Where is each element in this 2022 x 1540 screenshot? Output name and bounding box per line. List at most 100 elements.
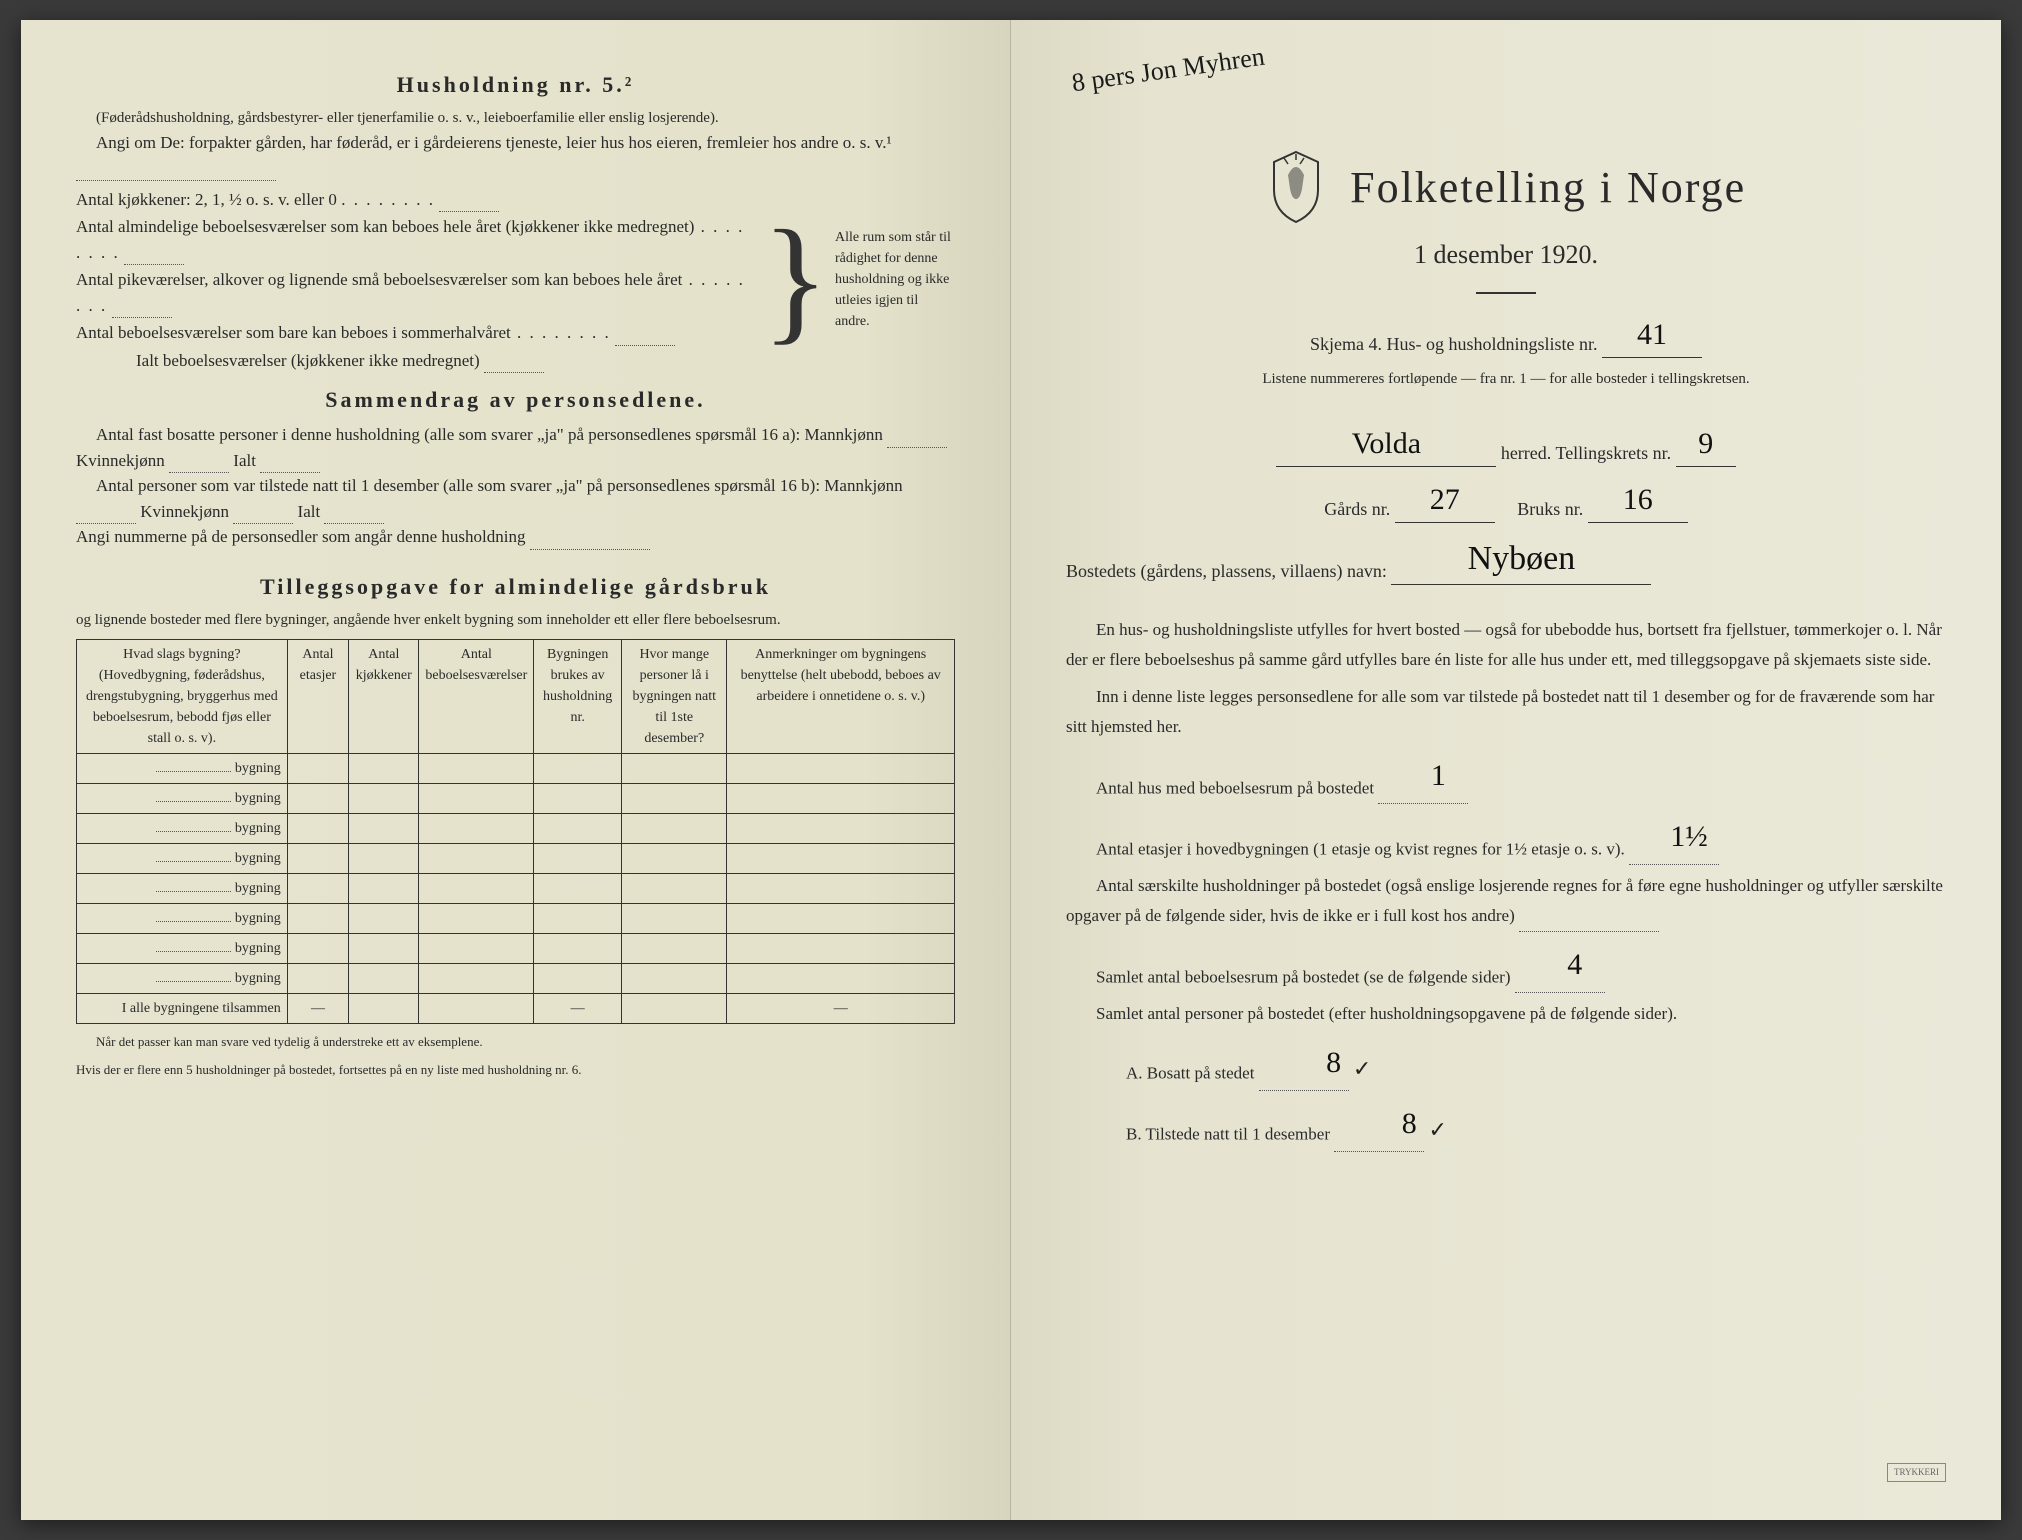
a-rum: 4: [1515, 938, 1605, 993]
q-hus: Antal hus med beboelsesrum på bostedet 1: [1066, 749, 1946, 804]
bygning-cell: [534, 874, 622, 904]
bygning-cell: [419, 784, 534, 814]
room3-blank: [484, 355, 544, 373]
sd2-k-label: Kvinnekjønn: [140, 502, 229, 521]
bygning-cell: [622, 814, 727, 844]
tillegg-title: Tilleggsopgave for almindelige gårdsbruk: [76, 570, 955, 603]
sd1-i: [260, 455, 320, 473]
bygning-cell: [622, 784, 727, 814]
table-total-row: I alle bygningene tilsammen — — —: [77, 994, 955, 1024]
th-0: Hvad slags bygning? (Hovedbygning, føder…: [77, 640, 288, 754]
bygning-cell: [534, 754, 622, 784]
total-dash: —: [287, 994, 348, 1024]
th-5: Hvor mange personer lå i bygningen natt …: [622, 640, 727, 754]
bygning-cell: [727, 814, 955, 844]
bosted-value: Nybøen: [1391, 533, 1651, 585]
gards-line: Gårds nr. 27 Bruks nr. 16: [1066, 477, 1946, 523]
bygning-cell: [419, 814, 534, 844]
para1: En hus- og husholdningsliste utfylles fo…: [1066, 615, 1946, 676]
room0: Antal almindelige beboelsesværelser som …: [76, 217, 694, 236]
check-icon: ✓: [1353, 1056, 1371, 1081]
bygning-label-cell: bygning: [77, 904, 288, 934]
bygning-cell: [349, 784, 419, 814]
sd-line1: Antal fast bosatte personer i denne hush…: [76, 422, 955, 473]
a-value: 8: [1259, 1036, 1349, 1091]
bygning-cell: [419, 844, 534, 874]
bygning-cell: [419, 754, 534, 784]
bygning-cell: [349, 844, 419, 874]
table-row: bygning: [77, 844, 955, 874]
bygning-cell: [534, 904, 622, 934]
bygning-cell: [534, 844, 622, 874]
room3: Ialt beboelsesværelser (kjøkkener ikke m…: [136, 351, 480, 370]
skjema-label: Skjema 4. Hus- og husholdningsliste nr.: [1310, 334, 1598, 354]
sd1-k-label: Kvinnekjønn: [76, 451, 165, 470]
herred-value: Volda: [1276, 421, 1496, 467]
household5-angi: Angi om De: forpakter gården, har føderå…: [76, 130, 955, 181]
th-2: Antal kjøkkener: [349, 640, 419, 754]
bygning-cell: [287, 814, 348, 844]
th-4: Bygningen brukes av husholdning nr.: [534, 640, 622, 754]
kjokkener-line: Antal kjøkkener: 2, 1, ½ o. s. v. eller …: [76, 187, 756, 213]
bygning-cell: [287, 964, 348, 994]
table-row: bygning: [77, 814, 955, 844]
brace-caption: Alle rum som står til rådighet for denne…: [835, 227, 955, 332]
answer-a-line: A. Bosatt på stedet 8 ✓: [1066, 1036, 1946, 1091]
room-line-1: Antal pikeværelser, alkover og lignende …: [76, 267, 756, 318]
sd2-k: [233, 506, 293, 524]
d: [511, 323, 611, 342]
bruks-label: Bruks nr.: [1517, 499, 1583, 519]
bygning-cell: [349, 874, 419, 904]
bygning-cell: [419, 964, 534, 994]
bygning-cell: [622, 934, 727, 964]
b-value: 8: [1334, 1097, 1424, 1152]
title-block: Folketelling i Norge 1 desember 1920. Sk…: [1066, 150, 1946, 391]
bygning-cell: [287, 934, 348, 964]
total-label: I alle bygningene tilsammen: [77, 994, 288, 1024]
sd1-m: [887, 430, 947, 448]
q-hush-text: Antal særskilte husholdninger på bostede…: [1066, 876, 1943, 926]
q-hus-text: Antal hus med beboelsesrum på bostedet: [1096, 778, 1374, 797]
q-etasjer: Antal etasjer i hovedbygningen (1 etasje…: [1066, 810, 1946, 865]
q-pers: Samlet antal personer på bostedet (efter…: [1066, 999, 1946, 1030]
rooms-left: Antal kjøkkener: 2, 1, ½ o. s. v. eller …: [76, 185, 756, 376]
main-title: Folketelling i Norge: [1350, 155, 1746, 221]
left-page: Husholdning nr. 5.² (Føderådshusholdning…: [21, 20, 1011, 1520]
room1: Antal pikeværelser, alkover og lignende …: [76, 270, 682, 289]
sammendrag-title: Sammendrag av personsedlene.: [76, 383, 955, 416]
bygning-cell: [622, 874, 727, 904]
household5-title: Husholdning nr. 5.²: [76, 68, 955, 101]
para2: Inn i denne liste legges personsedlene f…: [1066, 682, 1946, 743]
bygning-cell: [349, 964, 419, 994]
sd1-k: [169, 455, 229, 473]
bosted-line: Bostedets (gårdens, plassens, villaens) …: [1066, 533, 1946, 585]
skjema-line: Skjema 4. Hus- og husholdningsliste nr. …: [1066, 312, 1946, 358]
sd1-text: Antal fast bosatte personer i denne hush…: [96, 425, 883, 444]
bygning-label-cell: bygning: [77, 964, 288, 994]
bygning-cell: [727, 844, 955, 874]
sd-line2: Antal personer som var tilstede natt til…: [76, 473, 955, 524]
bygning-label-cell: bygning: [77, 934, 288, 964]
bygning-cell: [349, 934, 419, 964]
check-icon: ✓: [1429, 1117, 1447, 1142]
coat-of-arms-icon: [1266, 150, 1326, 225]
bygning-cell: [287, 754, 348, 784]
bygning-cell: [727, 904, 955, 934]
bygning-cell: [727, 874, 955, 904]
title-rule: [1476, 292, 1536, 294]
room2: Antal beboelsesværelser som bare kan beb…: [76, 323, 511, 342]
document-spread: Husholdning nr. 5.² (Føderådshusholdning…: [21, 20, 2001, 1520]
bygning-cell: [534, 964, 622, 994]
bygning-cell: [534, 934, 622, 964]
sd2-m: [76, 506, 136, 524]
bygning-label-cell: bygning: [77, 844, 288, 874]
q-rum-text: Samlet antal beboelsesrum på bostedet (s…: [1096, 967, 1510, 986]
q-etasjer-text: Antal etasjer i hovedbygningen (1 etasje…: [1096, 839, 1625, 858]
bygning-label-cell: bygning: [77, 784, 288, 814]
table-row: bygning: [77, 964, 955, 994]
sd2-text: Antal personer som var tilstede natt til…: [96, 476, 903, 495]
bruks-nr: 16: [1588, 477, 1688, 523]
bygning-cell: [287, 844, 348, 874]
bygning-cell: [622, 754, 727, 784]
household5-subtitle: (Føderådshusholdning, gårdsbestyrer- ell…: [76, 107, 955, 130]
